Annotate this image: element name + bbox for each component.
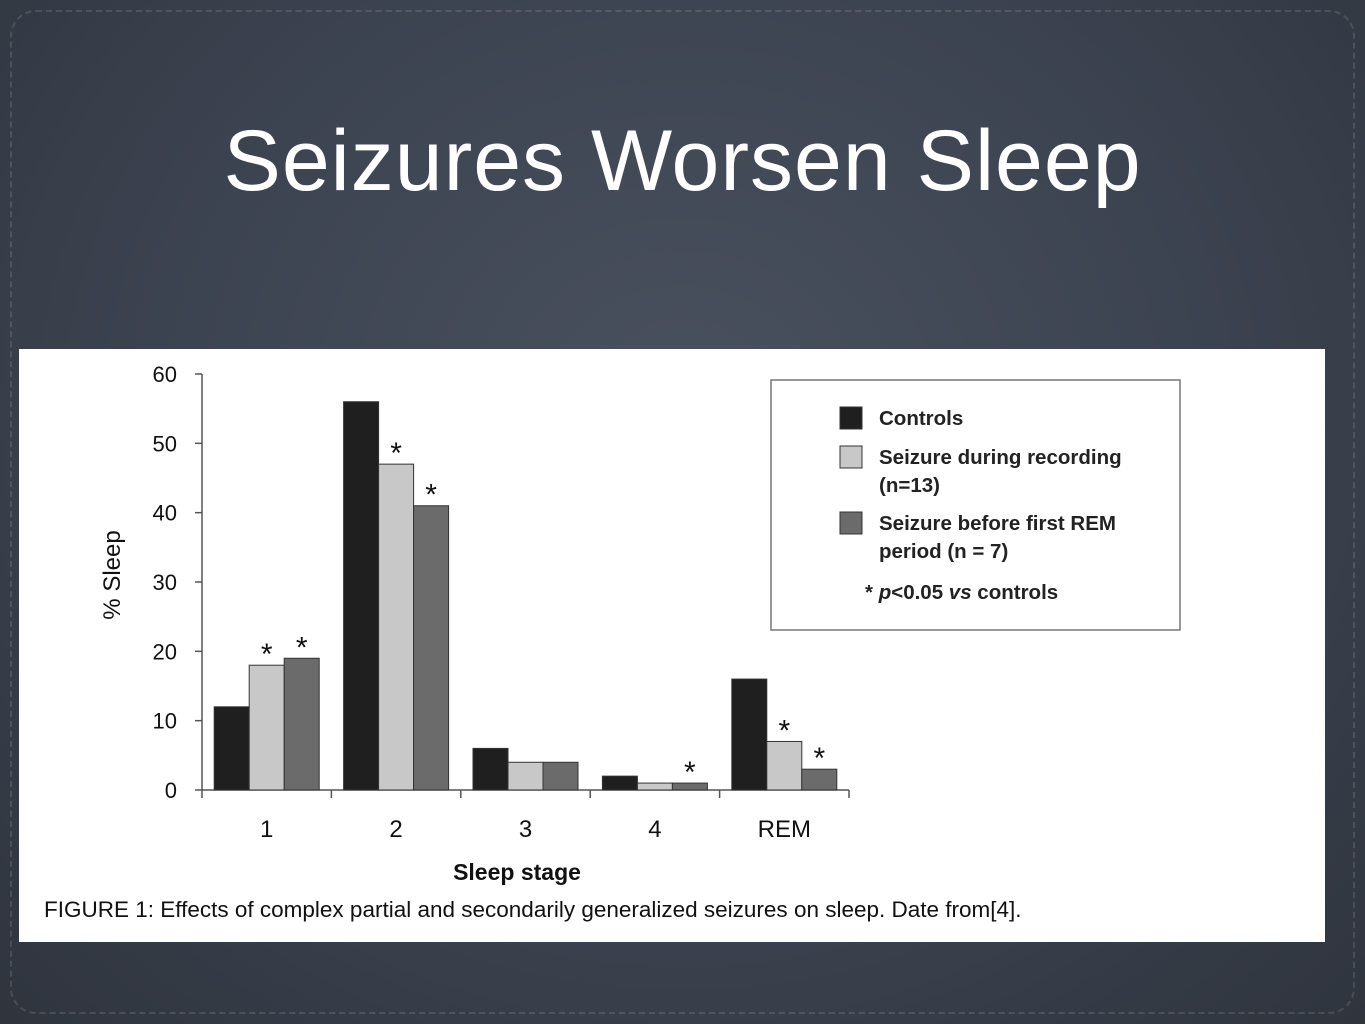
bar-chart: 0 10 20 30 40 50 60 % Sleep * * 1 * * 2 3 * 4 * * REM Sleep … — [99, 362, 1181, 885]
bar — [472, 747, 509, 791]
bar — [671, 782, 708, 791]
legend-swatch — [839, 406, 863, 430]
y-tick-label: 60 — [153, 362, 177, 387]
x-tick-label: REM — [758, 816, 811, 843]
legend-label: (n=13) — [879, 474, 940, 497]
legend-label: period (n = 7) — [879, 540, 1008, 563]
significance-marker: * — [684, 756, 696, 789]
x-tick-label: 3 — [519, 816, 532, 843]
x-axis-label: Sleep stage — [453, 859, 581, 885]
bar — [766, 740, 803, 791]
bar — [248, 664, 285, 791]
significance-marker: * — [390, 437, 402, 470]
bar — [801, 768, 838, 791]
x-tick-label: 2 — [389, 816, 402, 843]
bar — [213, 706, 250, 791]
bar — [413, 505, 450, 791]
significance-marker: * — [778, 714, 790, 747]
significance-marker: * — [296, 631, 308, 664]
y-axis-label: % Sleep — [99, 530, 126, 619]
slide-frame — [10, 10, 1355, 1014]
legend-label: Seizure before first REM — [879, 512, 1116, 535]
bar — [507, 761, 544, 791]
x-tick-label: 1 — [260, 816, 273, 843]
bar — [283, 657, 320, 791]
figure-caption: FIGURE 1: Effects of complex partial and… — [44, 897, 1022, 922]
y-tick-label: 20 — [153, 639, 177, 664]
bar — [343, 401, 380, 791]
significance-marker: * — [425, 479, 437, 512]
bar — [542, 761, 579, 791]
y-tick-label: 10 — [153, 709, 177, 734]
bar — [731, 678, 768, 791]
legend-box — [770, 379, 1181, 631]
bar — [378, 463, 415, 791]
significance-marker: * — [813, 742, 825, 775]
legend-swatch — [839, 511, 863, 535]
slide-title: Seizures Worsen Sleep — [223, 113, 1142, 209]
bar — [636, 782, 673, 791]
figure-panel: 0 10 20 30 40 50 60 % Sleep * * 1 * * 2 3 * 4 * * REM Sleep … — [19, 349, 1325, 942]
significance-marker: * — [261, 638, 273, 671]
legend-significance-note: * p<0.05 vs controls — [865, 581, 1058, 604]
legend-label: Controls — [879, 407, 963, 430]
legend-swatch — [839, 445, 863, 469]
bar — [601, 775, 638, 791]
y-tick-label: 0 — [165, 778, 177, 803]
legend-label: Seizure during recording — [879, 446, 1122, 469]
x-tick-label: 4 — [648, 816, 661, 843]
y-tick-label: 30 — [153, 570, 177, 595]
y-tick-label: 40 — [153, 501, 177, 526]
y-tick-label: 50 — [153, 431, 177, 456]
